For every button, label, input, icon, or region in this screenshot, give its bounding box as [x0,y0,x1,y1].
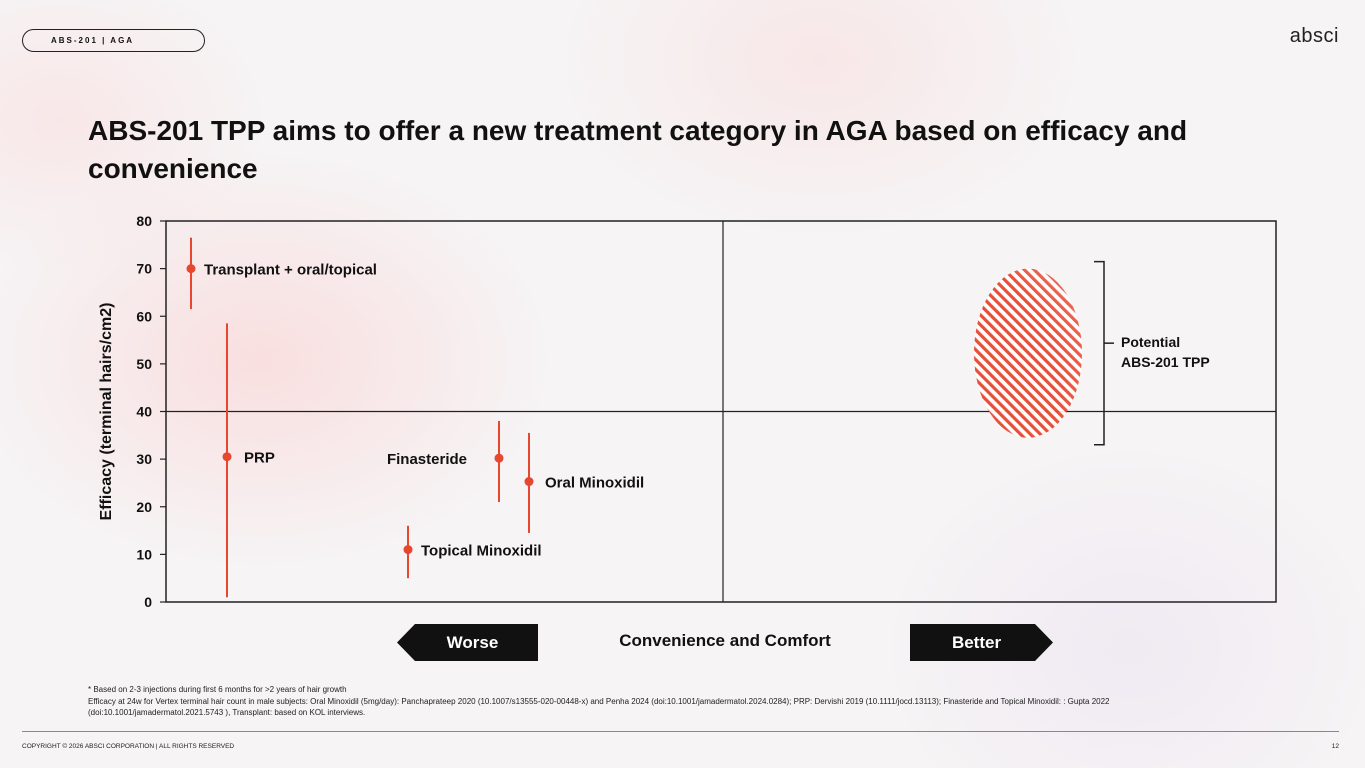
section-tag: ABS-201 | AGA [22,29,205,52]
y-tick-label: 50 [136,356,152,372]
y-tick-label: 40 [136,404,152,420]
data-point [403,545,413,555]
y-tick-label: 70 [136,261,152,277]
target-label-line1: Potential [1121,334,1180,350]
better-arrow: Better [910,624,1053,661]
footnote-line: Efficacy at 24w for Vertex terminal hair… [88,696,1110,706]
footer-divider [22,731,1339,732]
footnotes: * Based on 2-3 injections during first 6… [88,684,1288,719]
y-tick-label: 10 [136,546,152,562]
y-tick-label: 30 [136,451,152,467]
copyright: COPYRIGHT © 2026 ABSCI CORPORATION | ALL… [22,743,235,750]
footnote-line: * Based on 2-3 injections during first 6… [88,685,347,694]
worse-arrow: Worse [397,624,538,661]
page-number: 12 [1331,743,1339,750]
data-point [494,453,504,463]
data-point [222,452,232,462]
point-label: Finasteride [387,451,467,468]
data-point [186,264,196,274]
absci-logo: absci [1289,25,1339,47]
point-label: Transplant + oral/topical [204,262,377,279]
x-axis-label: Convenience and Comfort [619,631,831,650]
target-label-line2: ABS-201 TPP [1121,354,1210,370]
point-label: Topical Minoxidil [421,543,542,560]
y-tick-label: 60 [136,308,152,324]
y-tick-label: 80 [136,213,152,229]
y-axis-label: Efficacy (terminal hairs/cm2) [98,303,115,521]
page-title: ABS-201 TPP aims to offer a new treatmen… [88,115,1188,184]
y-tick-label: 0 [144,594,152,610]
bracket [1094,260,1105,446]
point-label: Oral Minoxidil [545,475,644,492]
data-point [524,477,534,487]
footnote-line: (doi:10.1001/jamadermatol.2021.5743 ), T… [88,708,366,717]
y-tick-label: 20 [136,499,152,515]
target-region [974,268,1082,438]
point-label: PRP [244,450,275,467]
